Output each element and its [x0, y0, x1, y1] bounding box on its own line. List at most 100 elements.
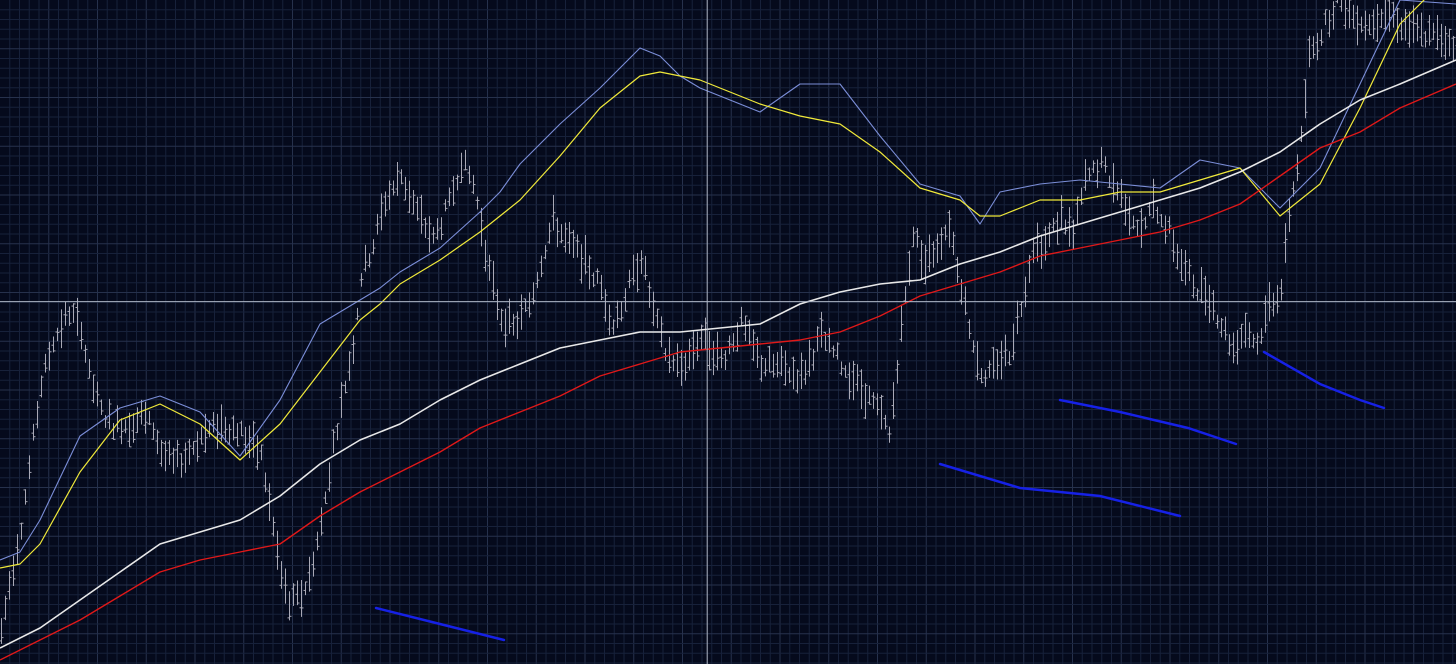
price-bar [647, 281, 652, 308]
price-bar [571, 229, 576, 259]
trend-line[interactable] [1262, 350, 1386, 410]
price-bar [391, 180, 396, 196]
price-bar [27, 455, 32, 480]
price-bar [339, 382, 344, 418]
price-bar [643, 255, 648, 280]
price-bar [535, 271, 540, 289]
price-bar [1331, 1, 1336, 30]
price-bar [143, 401, 148, 434]
price-bar [1247, 322, 1252, 348]
trend-line[interactable] [1058, 398, 1238, 446]
price-bar [259, 444, 264, 461]
price-bar [955, 256, 960, 283]
price-bar [1407, 11, 1412, 48]
price-bar [811, 348, 816, 371]
price-bar [375, 213, 380, 235]
price-bar [159, 439, 164, 467]
price-bar [1083, 159, 1088, 191]
price-bar [991, 346, 996, 379]
price-bar [891, 382, 896, 420]
price-bar [183, 442, 188, 473]
price-bar [875, 393, 880, 416]
price-bar [939, 227, 944, 260]
price-bar [1403, 9, 1408, 41]
price-bar [743, 315, 748, 342]
price-bar [747, 319, 752, 346]
price-bar [1015, 300, 1020, 335]
price-bar [1447, 28, 1452, 57]
price-bar [203, 413, 208, 453]
price-bar [83, 344, 88, 363]
price-bar [799, 352, 804, 390]
price-bar [67, 306, 72, 326]
price-bar [1423, 30, 1428, 48]
price-bar [1091, 160, 1096, 174]
price-bar [147, 410, 152, 425]
price-bar [943, 224, 948, 241]
price-bar [1159, 213, 1164, 228]
price-bar [1243, 312, 1248, 348]
price-bar [1411, 5, 1416, 43]
price-bar [999, 340, 1004, 380]
price-bar [583, 234, 588, 275]
price-bar [755, 336, 760, 368]
price-bar [779, 345, 784, 376]
price-bar [979, 367, 984, 384]
price-bar [371, 239, 376, 255]
price-bar [235, 423, 240, 447]
price-bar [1443, 25, 1448, 60]
price-bar [1047, 222, 1052, 248]
price-bar [419, 194, 424, 234]
price-bar [827, 327, 832, 353]
price-bar [1311, 36, 1316, 59]
price-bar [631, 254, 636, 286]
price-bar [1263, 295, 1268, 333]
price-bar [471, 174, 476, 194]
price-bar [1303, 79, 1308, 119]
price-bar [599, 274, 604, 301]
price-bar [1451, 35, 1456, 62]
price-bar [275, 530, 280, 570]
price-bar [1167, 216, 1172, 234]
price-bar [1323, 9, 1328, 25]
price-bar [899, 304, 904, 342]
price-bar [479, 207, 484, 247]
price-bar [791, 356, 796, 390]
price-bar [935, 233, 940, 264]
price-bar [311, 551, 316, 577]
price-bar [271, 516, 276, 537]
price-bar [495, 289, 500, 321]
price-bar [1347, 0, 1352, 29]
price-bar [971, 340, 976, 353]
price-bar [1075, 196, 1080, 225]
price-bar [859, 369, 864, 410]
price-bar [1175, 243, 1180, 270]
price-bar [1059, 195, 1064, 230]
price-bar [887, 426, 892, 443]
price-bar [771, 353, 776, 378]
price-bar [19, 522, 24, 540]
price-bar [639, 250, 644, 275]
price-bar [763, 358, 768, 377]
price-bar [347, 351, 352, 381]
price-bar [1023, 276, 1028, 308]
price-bar [1003, 334, 1008, 367]
trend-line[interactable] [938, 462, 1182, 518]
price-bar [775, 352, 780, 378]
price-bar [1199, 267, 1204, 304]
price-bar [503, 308, 508, 348]
price-bar [91, 374, 96, 404]
trend-line[interactable] [374, 606, 506, 642]
price-bar [1431, 22, 1436, 40]
price-bar [623, 288, 628, 312]
price-bar [1143, 216, 1148, 230]
price-bar [519, 294, 524, 330]
price-bar [679, 349, 684, 386]
price-bar [35, 401, 40, 429]
price-bar [411, 190, 416, 215]
price-bar [1139, 208, 1144, 248]
price-bar [39, 375, 44, 398]
price-bar [1367, 14, 1372, 36]
